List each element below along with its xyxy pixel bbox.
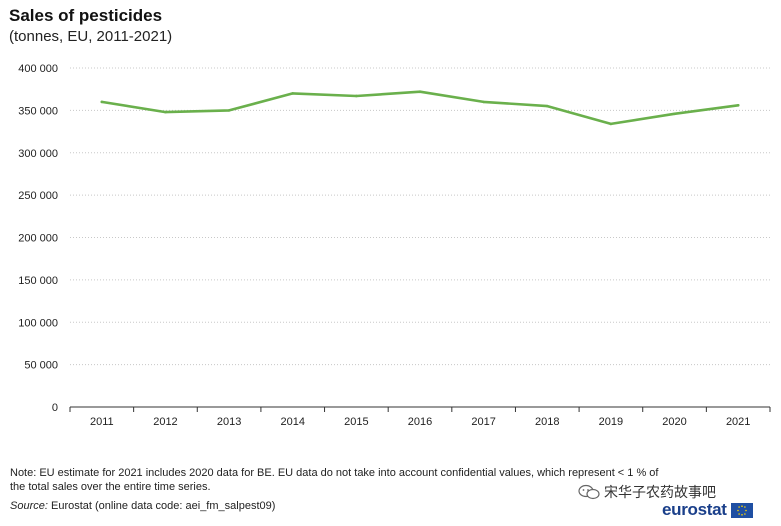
x-tick-label: 2019 [599, 416, 623, 428]
data-point [609, 122, 613, 126]
data-point [545, 104, 549, 108]
chart-source: Source: Eurostat (online data code: aei_… [10, 500, 275, 512]
x-tick-label: 2017 [471, 416, 495, 428]
x-tick-label: 2015 [344, 416, 368, 428]
eurostat-logo: eurostat [662, 500, 753, 520]
data-point [736, 103, 740, 107]
y-tick-label: 150 000 [18, 275, 58, 287]
chart-note: Note: EU estimate for 2021 includes 2020… [10, 467, 659, 493]
watermark-text: 宋华子农药故事吧 [604, 484, 716, 500]
source-label: Source: [10, 500, 48, 512]
data-point [355, 94, 358, 98]
x-tick-label: 2018 [535, 416, 559, 428]
y-tick-label: 50 000 [24, 360, 58, 372]
chart-title: Sales of pesticides [9, 6, 163, 25]
wechat-icon [578, 484, 600, 500]
eu-flag-icon [730, 502, 753, 518]
source-text: Eurostat (online data code: aei_fm_salpe… [50, 500, 276, 512]
y-tick-label: 350 000 [18, 105, 58, 117]
chart-subtitle: (tonnes, EU, 2011-2021) [9, 28, 173, 45]
watermark: 宋华子农药故事吧 [578, 482, 716, 502]
y-tick-label: 100 000 [18, 317, 58, 329]
line-chart: 0 50 000 100 000 150 000 200 000 250 000 300 0… [18, 63, 771, 428]
data-point [227, 109, 231, 112]
x-tick-label: 2011 [90, 416, 114, 428]
data-point [673, 112, 676, 116]
y-tick-label: 0 [52, 402, 58, 414]
x-tick-label: 2016 [408, 416, 432, 428]
brand-name: eurostat [662, 500, 727, 519]
data-point [291, 92, 295, 95]
y-tick-label: 300 000 [18, 148, 58, 160]
y-tick-label: 200 000 [18, 233, 58, 245]
x-tick-label: 2014 [280, 416, 304, 428]
data-point [482, 100, 485, 104]
data-point [100, 100, 104, 104]
data-point [418, 90, 422, 94]
data-point [164, 110, 167, 114]
series-line [100, 90, 740, 126]
y-tick-label: 400 000 [18, 63, 58, 75]
x-tick-label: 2013 [217, 416, 241, 428]
x-tick-label: 2021 [726, 416, 750, 428]
y-tick-label: 250 000 [18, 190, 58, 202]
x-tick-label: 2012 [153, 416, 177, 428]
x-tick-label: 2020 [662, 416, 686, 428]
